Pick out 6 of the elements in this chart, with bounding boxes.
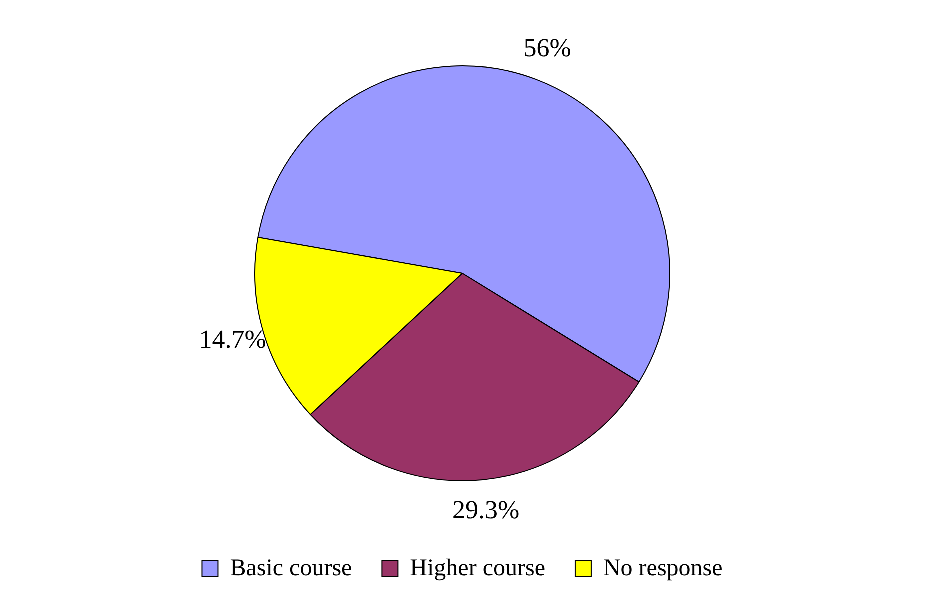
legend-label: No response <box>603 555 723 582</box>
legend-label: Higher course <box>410 555 546 582</box>
data-label: 14.7% <box>199 325 266 354</box>
data-label: 29.3% <box>452 496 520 525</box>
legend-label: Basic course <box>230 555 352 582</box>
data-label: 56% <box>524 33 572 62</box>
